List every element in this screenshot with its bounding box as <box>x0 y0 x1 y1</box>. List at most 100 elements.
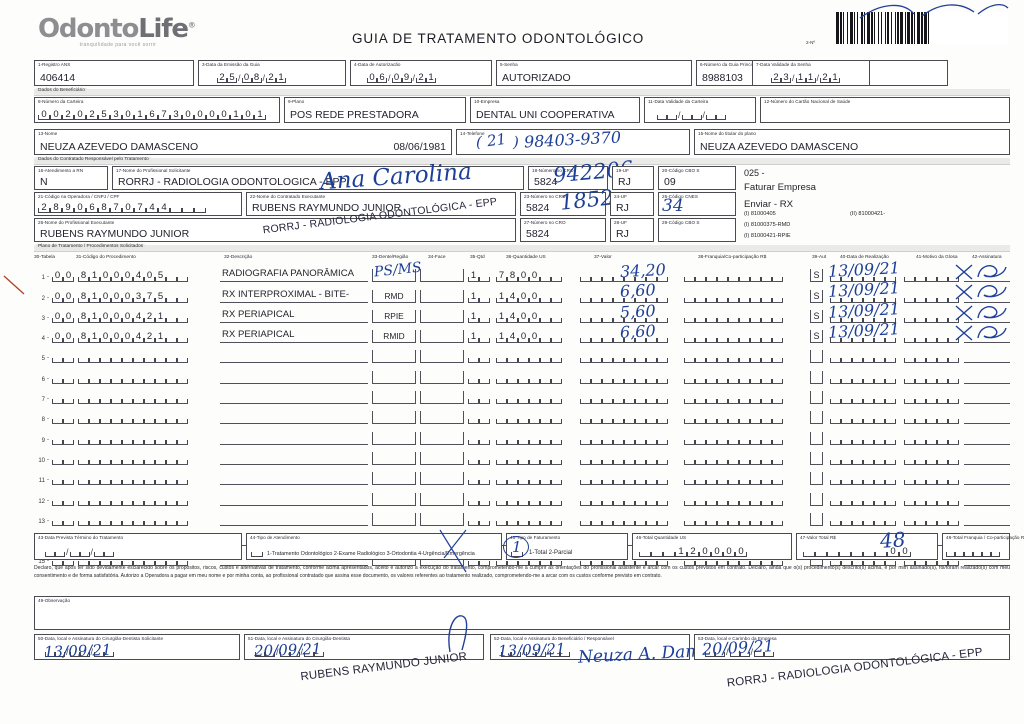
digit-cell[interactable]: 7 <box>134 201 146 213</box>
digit-cell[interactable] <box>540 290 551 302</box>
digit-cell[interactable]: 0 <box>518 330 529 343</box>
digit-cell[interactable]: 0 <box>63 330 74 343</box>
digit-cell[interactable] <box>52 553 63 566</box>
digit-cell[interactable] <box>535 645 546 657</box>
digit-cell[interactable] <box>624 513 635 525</box>
digit-cell[interactable] <box>830 310 841 322</box>
digit-cell[interactable] <box>948 310 959 322</box>
digit-cell[interactable] <box>663 545 675 557</box>
digit-cell[interactable] <box>468 432 479 444</box>
digit-cell[interactable] <box>518 493 529 505</box>
digit-cell[interactable] <box>706 371 717 383</box>
digit-cell[interactable] <box>265 645 275 657</box>
digit-cell[interactable] <box>52 493 63 505</box>
cell-aut[interactable] <box>810 350 823 364</box>
digit-cell[interactable] <box>551 553 562 566</box>
digit-cell[interactable] <box>89 513 100 525</box>
digit-cell[interactable] <box>551 472 562 485</box>
digit-cell[interactable] <box>657 350 668 363</box>
digit-cell[interactable] <box>852 330 863 343</box>
digit-cell[interactable] <box>739 432 750 444</box>
digit-cell[interactable] <box>852 310 863 322</box>
digit-cell[interactable] <box>624 330 635 343</box>
field-cns[interactable]: 12-Número do Cartão Nacional de Saúde <box>760 97 1010 123</box>
digit-cell[interactable] <box>717 513 728 525</box>
digit-cell[interactable] <box>78 391 89 404</box>
digit-cell[interactable] <box>166 350 177 363</box>
digit-cell[interactable]: 0 <box>529 310 540 322</box>
digit-cell[interactable] <box>580 330 591 343</box>
digit-cell[interactable]: 0 <box>74 201 86 213</box>
digit-cell[interactable] <box>580 310 591 322</box>
digit-cell[interactable] <box>479 269 490 282</box>
digit-cell[interactable] <box>479 391 490 404</box>
digit-cell[interactable] <box>479 371 490 383</box>
cell-dente-regiao[interactable] <box>372 391 416 405</box>
digit-cell[interactable] <box>646 391 657 404</box>
digit-cell[interactable] <box>915 310 926 322</box>
digit-cell[interactable] <box>78 411 89 424</box>
digit-cell[interactable] <box>657 472 668 485</box>
digit-cell[interactable] <box>803 545 815 557</box>
cell-face[interactable] <box>420 391 464 405</box>
cell-assinatura[interactable] <box>964 309 1010 323</box>
digit-cell[interactable] <box>874 493 885 505</box>
digit-cell[interactable] <box>772 290 783 302</box>
digit-cell[interactable] <box>551 452 562 464</box>
digit-cell[interactable] <box>772 411 783 424</box>
digit-cell[interactable] <box>624 452 635 464</box>
digit-cell[interactable] <box>728 553 739 566</box>
digit-cell[interactable] <box>657 411 668 424</box>
digit-cell[interactable] <box>684 472 695 485</box>
digit-cell[interactable] <box>551 330 562 343</box>
digit-cell[interactable] <box>717 472 728 485</box>
digit-cell[interactable] <box>915 350 926 363</box>
digit-cell[interactable] <box>684 513 695 525</box>
digit-cell[interactable] <box>89 371 100 383</box>
digit-cell[interactable] <box>739 350 750 363</box>
digit-cell[interactable] <box>89 411 100 424</box>
digit-cell[interactable] <box>948 371 959 383</box>
digit-cell[interactable] <box>177 553 188 566</box>
digit-cell[interactable]: 1 <box>89 269 100 282</box>
digit-cell[interactable]: 0 <box>122 290 133 302</box>
digit-cell[interactable] <box>635 493 646 505</box>
digit-cell[interactable] <box>507 391 518 404</box>
field-data-emissao[interactable]: 3-Data da Emissão da Guia 2 5/0 8/2 1 <box>198 60 346 86</box>
digit-cell[interactable] <box>739 452 750 464</box>
digit-cell[interactable] <box>772 350 783 363</box>
digit-cell[interactable] <box>852 472 863 485</box>
digit-cell[interactable] <box>122 493 133 505</box>
digit-cell[interactable] <box>684 411 695 424</box>
digit-cell[interactable] <box>761 310 772 322</box>
digit-cell[interactable] <box>982 545 991 557</box>
digit-cell[interactable]: 2 <box>86 108 98 120</box>
digit-cell[interactable] <box>761 513 772 525</box>
cell-assinatura[interactable] <box>964 370 1010 384</box>
digit-cell[interactable] <box>948 411 959 424</box>
digit-cell[interactable] <box>613 452 624 464</box>
digit-cell[interactable] <box>863 472 874 485</box>
digit-cell[interactable] <box>706 493 717 505</box>
cell-face[interactable] <box>420 472 464 486</box>
digit-cell[interactable] <box>684 269 695 282</box>
digit-cell[interactable]: 0 <box>38 108 50 120</box>
digit-cell[interactable] <box>194 201 206 213</box>
digit-cell[interactable]: 0 <box>391 71 402 83</box>
digit-cell[interactable] <box>78 493 89 505</box>
digit-cell[interactable] <box>166 391 177 404</box>
digit-cell[interactable] <box>991 545 1000 557</box>
digit-cell[interactable] <box>111 432 122 444</box>
table-row[interactable]: 10- <box>34 447 1010 467</box>
digit-cell[interactable] <box>496 371 507 383</box>
digit-cell[interactable] <box>915 452 926 464</box>
digit-comb[interactable]: 2 5/0 8/2 1 <box>217 71 287 83</box>
digit-cell[interactable] <box>580 391 591 404</box>
digit-cell[interactable] <box>885 472 896 485</box>
digit-cell[interactable] <box>289 645 300 657</box>
digit-cell[interactable] <box>144 513 155 525</box>
digit-cell[interactable] <box>78 472 89 485</box>
digit-cell[interactable] <box>728 472 739 485</box>
